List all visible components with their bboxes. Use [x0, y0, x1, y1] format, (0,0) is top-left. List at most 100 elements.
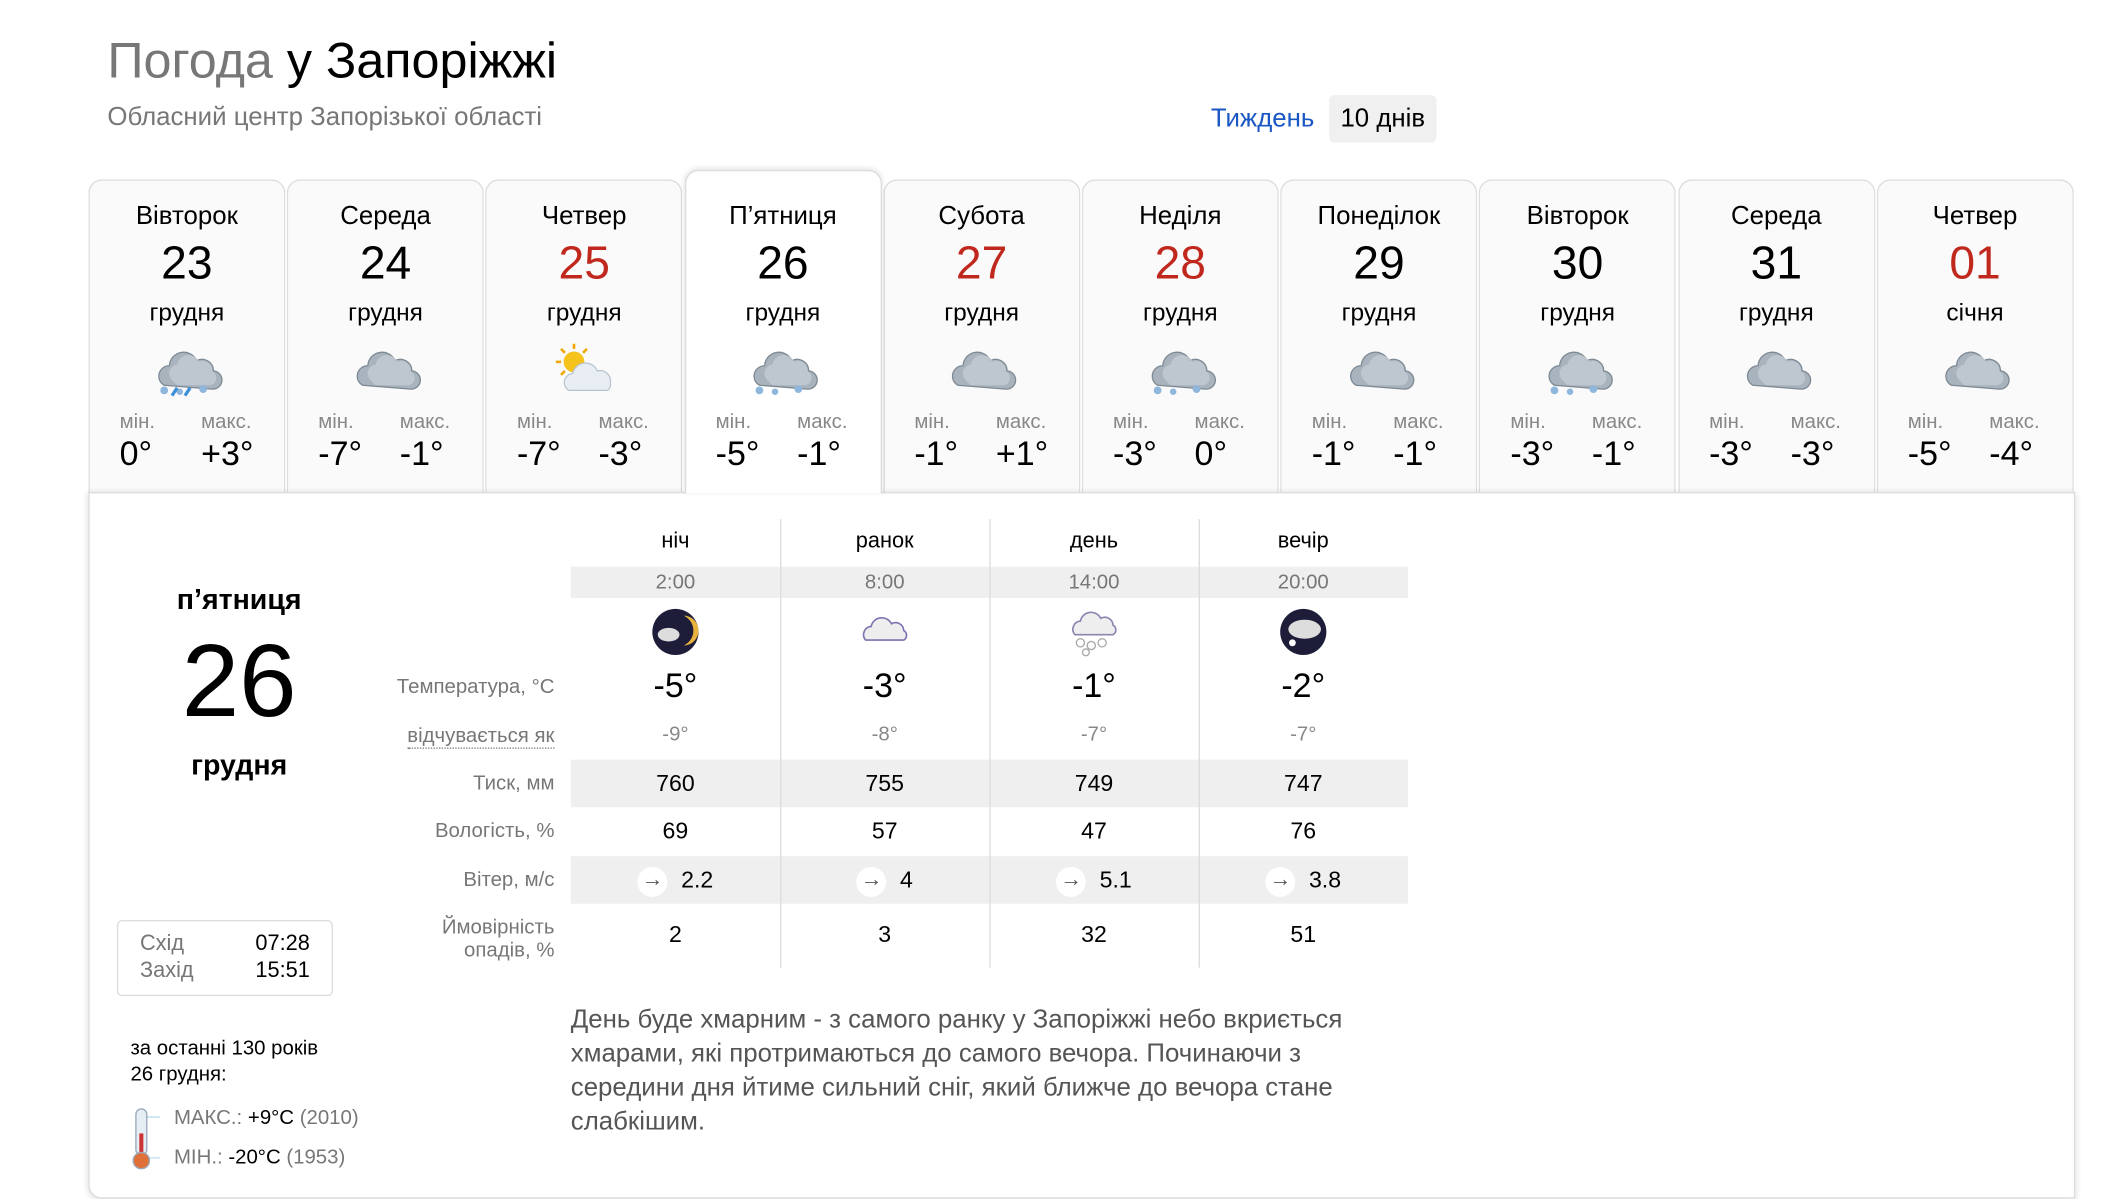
history-min-value: -20°C — [228, 1145, 281, 1169]
day-tab-26[interactable]: П’ятниця 26 грудня мін. макс. -5° -1° — [684, 169, 882, 494]
day-month: грудня — [944, 298, 1019, 327]
max-temp: +1° — [995, 434, 1049, 473]
cell-icon — [989, 605, 1198, 659]
min-label: мін. — [715, 410, 752, 434]
day-tab-27[interactable]: Субота 27 грудня мін. макс. -1° +1° — [883, 179, 1081, 492]
night-cloudy-icon — [652, 608, 699, 656]
day-name: Вівторок — [135, 202, 238, 232]
precip-label-line1: Ймовірність — [441, 915, 555, 940]
day-tab-25[interactable]: Четвер 25 грудня мін. макс. -7° -3° — [485, 179, 683, 492]
cell-icon — [571, 605, 780, 659]
max-label: макс. — [1989, 410, 2040, 434]
wind-speed: 2.2 — [681, 867, 714, 893]
history-max-year: (2010) — [299, 1106, 359, 1130]
max-temp: -1° — [1393, 434, 1438, 473]
partly-sunny-icon — [555, 343, 612, 392]
wind-direction-arrow-icon: → — [1056, 866, 1087, 897]
title-city: у Запоріжжі — [286, 32, 558, 89]
cell-temp: -3° — [862, 667, 907, 706]
history-heading: за останні 130 років — [130, 1036, 319, 1061]
overcast-icon — [952, 351, 1017, 390]
min-temp: -3° — [1510, 434, 1555, 473]
cell-name: ніч — [661, 530, 690, 554]
row-precip: 2 3 32 51 — [571, 911, 1408, 959]
wind-direction-arrow-icon: → — [856, 866, 887, 897]
day-name: Середа — [1731, 202, 1822, 232]
max-label: макс. — [399, 410, 451, 434]
day-name: Субота — [938, 202, 1025, 232]
wind-direction-arrow-icon: → — [1265, 866, 1296, 897]
precip-label-line2: опадів, % — [464, 939, 555, 963]
min-label: мін. — [1311, 410, 1348, 434]
min-label: мін. — [914, 410, 950, 434]
day-name: Четвер — [1932, 202, 2018, 232]
day-month: грудня — [1142, 298, 1218, 327]
history-min-label: МІН.: — [173, 1145, 223, 1169]
cell-precip: 3 — [878, 921, 892, 948]
snow-icon — [753, 351, 818, 395]
cell-humidity: 57 — [871, 818, 898, 844]
day-month: грудня — [745, 298, 821, 327]
day-tab-30[interactable]: Вівторок 30 грудня мін. макс. -3° -1° — [1479, 179, 1677, 492]
day-tab-01[interactable]: Четвер 01 січня мін. макс. -5° -4° — [1876, 179, 2074, 492]
day-name: Вівторок — [1526, 202, 1629, 232]
max-temp: +3° — [201, 434, 254, 473]
row-name: ніч ранок день вечір — [571, 523, 1408, 561]
day-month: грудня — [348, 298, 423, 327]
history-max-value: +9°C — [247, 1106, 295, 1130]
day-tab-24[interactable]: Середа 24 грудня мін. макс. -7° -1° — [287, 179, 485, 492]
day-description: День буде хмарним - з самого ранку у Зап… — [570, 1005, 1343, 1137]
day-date: 26 — [757, 237, 809, 290]
wind-speed: 5.1 — [1099, 867, 1132, 893]
max-temp: -4° — [1989, 434, 2034, 473]
title-prefix: Погода — [107, 32, 273, 89]
cell-precip: 51 — [1290, 921, 1317, 948]
row-pressure: 760 755 749 747 — [570, 759, 1408, 808]
cell-name: день — [1069, 530, 1119, 554]
max-label: макс. — [995, 410, 1047, 434]
cell-wind: → 5.1 — [989, 856, 1198, 904]
day-date: 30 — [1551, 237, 1604, 290]
tab-week[interactable]: Тиждень — [1210, 104, 1315, 134]
day-date: 27 — [955, 237, 1008, 290]
cell-pressure: 749 — [1074, 770, 1114, 797]
cell-temp: -5° — [653, 667, 698, 706]
page-subtitle: Обласний центр Запорізької області — [107, 103, 543, 132]
min-label: мін. — [516, 410, 553, 434]
page-title: Погода у Запоріжжі — [107, 33, 557, 90]
overcast-icon — [356, 351, 421, 390]
cloud-snow-rain-icon — [157, 351, 222, 397]
row-label-humidity: Вологість, % — [434, 819, 555, 843]
row-label-feels-like[interactable]: відчувається як — [407, 724, 555, 749]
min-temp: -1° — [1311, 434, 1356, 473]
cell-wind: → 3.8 — [1199, 856, 1408, 904]
max-label: макс. — [201, 410, 252, 434]
day-name: Неділя — [1139, 202, 1222, 232]
max-temp: -3° — [598, 434, 643, 473]
cell-icon — [780, 605, 989, 659]
min-temp: 0° — [119, 434, 153, 473]
wind-speed: 3.8 — [1308, 867, 1342, 893]
cell-name: ранок — [855, 530, 914, 554]
day-date: 01 — [1949, 237, 2001, 290]
day-date: 25 — [558, 237, 610, 290]
row-temp: -5° -3° -1° -2° — [571, 663, 1408, 709]
day-tab-31[interactable]: Середа 31 грудня мін. макс. -3° -3° — [1677, 179, 1875, 492]
day-tab-23[interactable]: Вівторок 23 грудня мін. макс. 0° +3° — [88, 179, 286, 492]
historical-records: за останні 130 років 26 грудня: — [130, 1036, 318, 1088]
cell-humidity: 47 — [1081, 818, 1107, 844]
min-temp: -3° — [1113, 434, 1157, 473]
min-label: мін. — [1510, 410, 1546, 434]
snow-icon — [1072, 611, 1117, 657]
sunrise-time: 07:28 — [255, 932, 310, 956]
cell-temp: -2° — [1281, 667, 1326, 706]
row-label-precip: Ймовірність опадів, % — [442, 916, 555, 962]
tab-10-days[interactable]: 10 днів — [1329, 95, 1437, 143]
day-tab-29[interactable]: Понеділок 29 грудня мін. макс. -1° -1° — [1280, 179, 1478, 492]
selected-date: 26 — [181, 623, 297, 740]
day-tab-28[interactable]: Неділя 28 грудня мін. макс. -3° 0° — [1081, 179, 1279, 492]
cell-feels: -7° — [1290, 722, 1317, 747]
cell-feels: -9° — [662, 722, 689, 747]
cell-feels: -8° — [871, 722, 898, 747]
cell-time: 14:00 — [1068, 570, 1120, 594]
